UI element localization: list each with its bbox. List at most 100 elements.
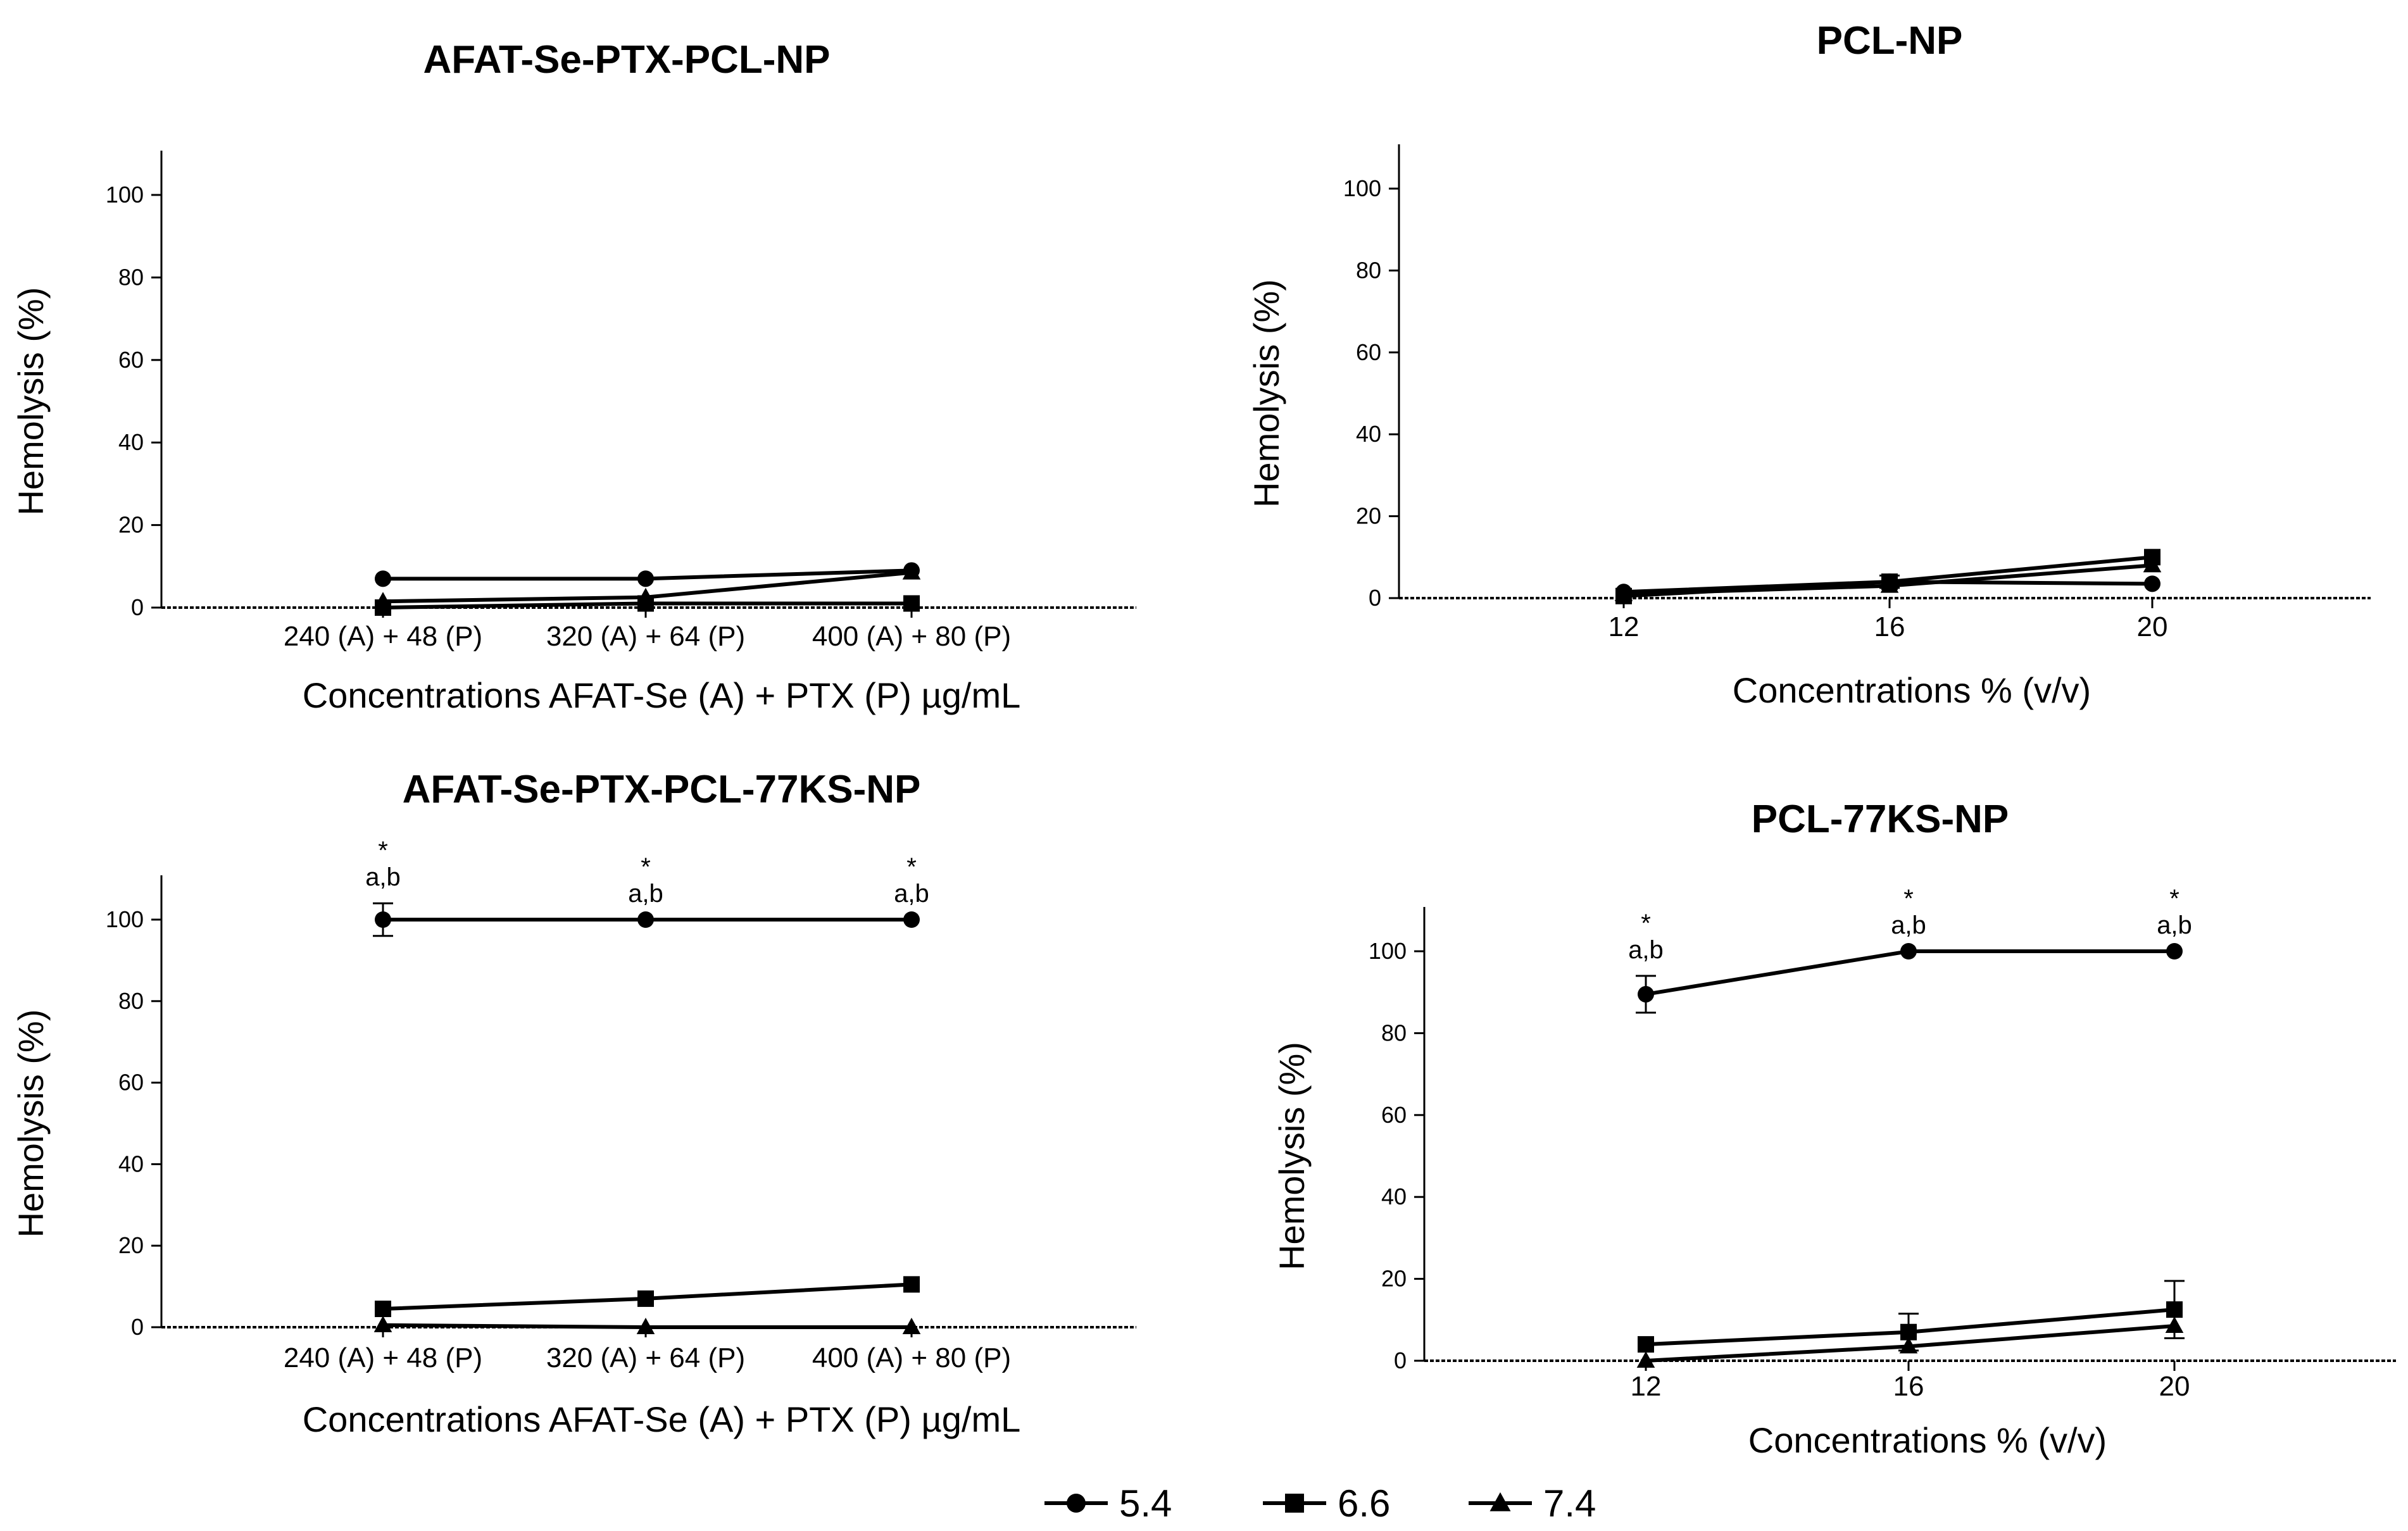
y-axis-label: Hemolysis (%) bbox=[11, 1009, 51, 1238]
data-point bbox=[1900, 943, 1917, 959]
series-7.4 bbox=[1614, 556, 2162, 601]
legend-marker-square bbox=[1285, 1494, 1304, 1513]
data-point bbox=[2144, 575, 2160, 592]
y-tick-label: 100 bbox=[106, 182, 144, 208]
data-point bbox=[1638, 985, 1654, 1003]
y-axis-label: Hemolysis (%) bbox=[11, 287, 51, 516]
data-point bbox=[902, 563, 921, 580]
data-point bbox=[1614, 584, 1633, 601]
data-point bbox=[2166, 1301, 2183, 1318]
y-tick-label: 20 bbox=[1356, 503, 1381, 529]
series-6.6 bbox=[375, 1276, 920, 1318]
series-6.6 bbox=[1615, 549, 2160, 604]
annotation-star: * bbox=[378, 837, 388, 865]
y-tick-label: 80 bbox=[118, 264, 144, 290]
y-axis-label: Hemolysis (%) bbox=[1272, 1042, 1312, 1270]
x-tick-label: 12 bbox=[1608, 611, 1640, 642]
chart-panel-3: AFAT-Se-PTX-PCL-77KS-NP 0 20 40 60 80 100 Hemol… bbox=[11, 768, 1136, 1439]
y-tick-label: 60 bbox=[1356, 339, 1381, 365]
data-point bbox=[2165, 1316, 2184, 1334]
series-7.4 bbox=[373, 1315, 921, 1335]
x-tick-label: 400 (A) + 80 (P) bbox=[812, 1342, 1011, 1373]
data-point bbox=[1636, 1351, 1655, 1368]
y-tick-label: 40 bbox=[118, 1151, 144, 1177]
x-tick-label: 240 (A) + 48 (P) bbox=[284, 621, 482, 652]
data-point bbox=[1880, 576, 1899, 593]
y-tick-label: 80 bbox=[118, 988, 144, 1014]
series-5.4 bbox=[373, 902, 920, 937]
data-point bbox=[2143, 556, 2162, 573]
annotation-star: * bbox=[1641, 909, 1651, 937]
data-point bbox=[1899, 1337, 1918, 1354]
annotation-star: * bbox=[641, 853, 651, 881]
chart-panel-1: AFAT-Se-PTX-PCL-NP 0 20 40 60 80 100 Hemolysis … bbox=[11, 38, 1136, 715]
data-point bbox=[903, 911, 920, 928]
legend-entry-6.6: 6.6 bbox=[1263, 1482, 1390, 1525]
legend: 5.4 6.6 7.4 bbox=[1044, 1482, 1596, 1525]
y-tick-label: 0 bbox=[1369, 585, 1381, 611]
x-axis-label: Concentrations % (v/v) bbox=[1733, 670, 2091, 710]
data-point bbox=[375, 570, 391, 587]
x-axis-label: Concentrations % (v/v) bbox=[1748, 1420, 2107, 1460]
y-axis-label: Hemolysis (%) bbox=[1246, 279, 1286, 508]
data-point bbox=[2166, 943, 2183, 959]
legend-label: 6.6 bbox=[1338, 1482, 1390, 1525]
y-tick-label: 80 bbox=[1356, 257, 1381, 283]
chart-title: AFAT-Se-PTX-PCL-77KS-NP bbox=[403, 768, 921, 811]
chart-panel-2: PCL-NP 0 20 40 60 80 100 Hemolysis (%) 12 16 20 Con… bbox=[1246, 19, 2371, 710]
y-tick-label: 100 bbox=[106, 906, 144, 932]
y-tick-label: 0 bbox=[1394, 1347, 1407, 1373]
y-tick-label: 0 bbox=[131, 1314, 144, 1340]
annotation-letters: a,b bbox=[1628, 936, 1664, 964]
chart-panel-4: PCL-77KS-NP 0 20 40 60 80 100 Hemolysis (%) 12 16… bbox=[1272, 797, 2396, 1460]
y-tick-label: 100 bbox=[1369, 938, 1407, 964]
annotation-letters: a,b bbox=[894, 880, 929, 908]
data-point bbox=[373, 592, 392, 609]
data-point bbox=[903, 595, 920, 612]
data-point bbox=[636, 1318, 655, 1335]
annotation-letters: a,b bbox=[2157, 911, 2192, 939]
y-tick-label: 40 bbox=[1381, 1184, 1407, 1209]
x-tick-label: 16 bbox=[1893, 1371, 1924, 1402]
y-tick-label: 0 bbox=[131, 594, 144, 620]
data-point bbox=[373, 1315, 392, 1332]
chart-title: PCL-NP bbox=[1817, 19, 1963, 63]
x-tick-label: 12 bbox=[1631, 1371, 1662, 1402]
legend-marker-triangle bbox=[1489, 1492, 1511, 1511]
series-5.4 bbox=[375, 562, 920, 587]
series-7.4 bbox=[1636, 1316, 2184, 1368]
x-tick-label: 20 bbox=[2159, 1371, 2190, 1402]
data-point bbox=[637, 1290, 654, 1307]
annotation-star: * bbox=[906, 853, 917, 881]
legend-label: 7.4 bbox=[1543, 1482, 1596, 1525]
data-point bbox=[375, 911, 391, 928]
x-tick-label: 20 bbox=[2137, 611, 2168, 642]
y-tick-label: 20 bbox=[118, 512, 144, 538]
legend-entry-5.4: 5.4 bbox=[1044, 1482, 1172, 1525]
y-tick-label: 20 bbox=[118, 1232, 144, 1258]
x-axis-label: Concentrations AFAT-Se (A) + PTX (P) µg/… bbox=[303, 675, 1021, 715]
annotation-star: * bbox=[2169, 885, 2179, 913]
chart-title: AFAT-Se-PTX-PCL-NP bbox=[423, 38, 831, 82]
y-tick-label: 60 bbox=[1381, 1102, 1407, 1128]
x-tick-label: 320 (A) + 64 (P) bbox=[546, 1342, 745, 1373]
annotation-letters: a,b bbox=[1891, 911, 1926, 939]
y-tick-label: 20 bbox=[1381, 1266, 1407, 1292]
data-point bbox=[375, 1301, 391, 1318]
series-7.4 bbox=[373, 563, 921, 609]
legend-marker-circle bbox=[1067, 1494, 1086, 1513]
data-point bbox=[1638, 1336, 1654, 1353]
x-axis-label: Concentrations AFAT-Se (A) + PTX (P) µg/… bbox=[303, 1399, 1021, 1439]
legend-entry-7.4: 7.4 bbox=[1469, 1482, 1596, 1525]
series-5.4 bbox=[1636, 943, 2183, 1014]
y-tick-label: 40 bbox=[118, 429, 144, 455]
y-tick-label: 80 bbox=[1381, 1020, 1407, 1046]
data-point bbox=[636, 587, 655, 604]
data-point bbox=[637, 570, 654, 587]
legend-label: 5.4 bbox=[1119, 1482, 1172, 1525]
data-point bbox=[637, 911, 654, 928]
data-point bbox=[903, 1276, 920, 1293]
annotation-letters: a,b bbox=[628, 880, 663, 908]
x-tick-label: 400 (A) + 80 (P) bbox=[812, 621, 1011, 652]
